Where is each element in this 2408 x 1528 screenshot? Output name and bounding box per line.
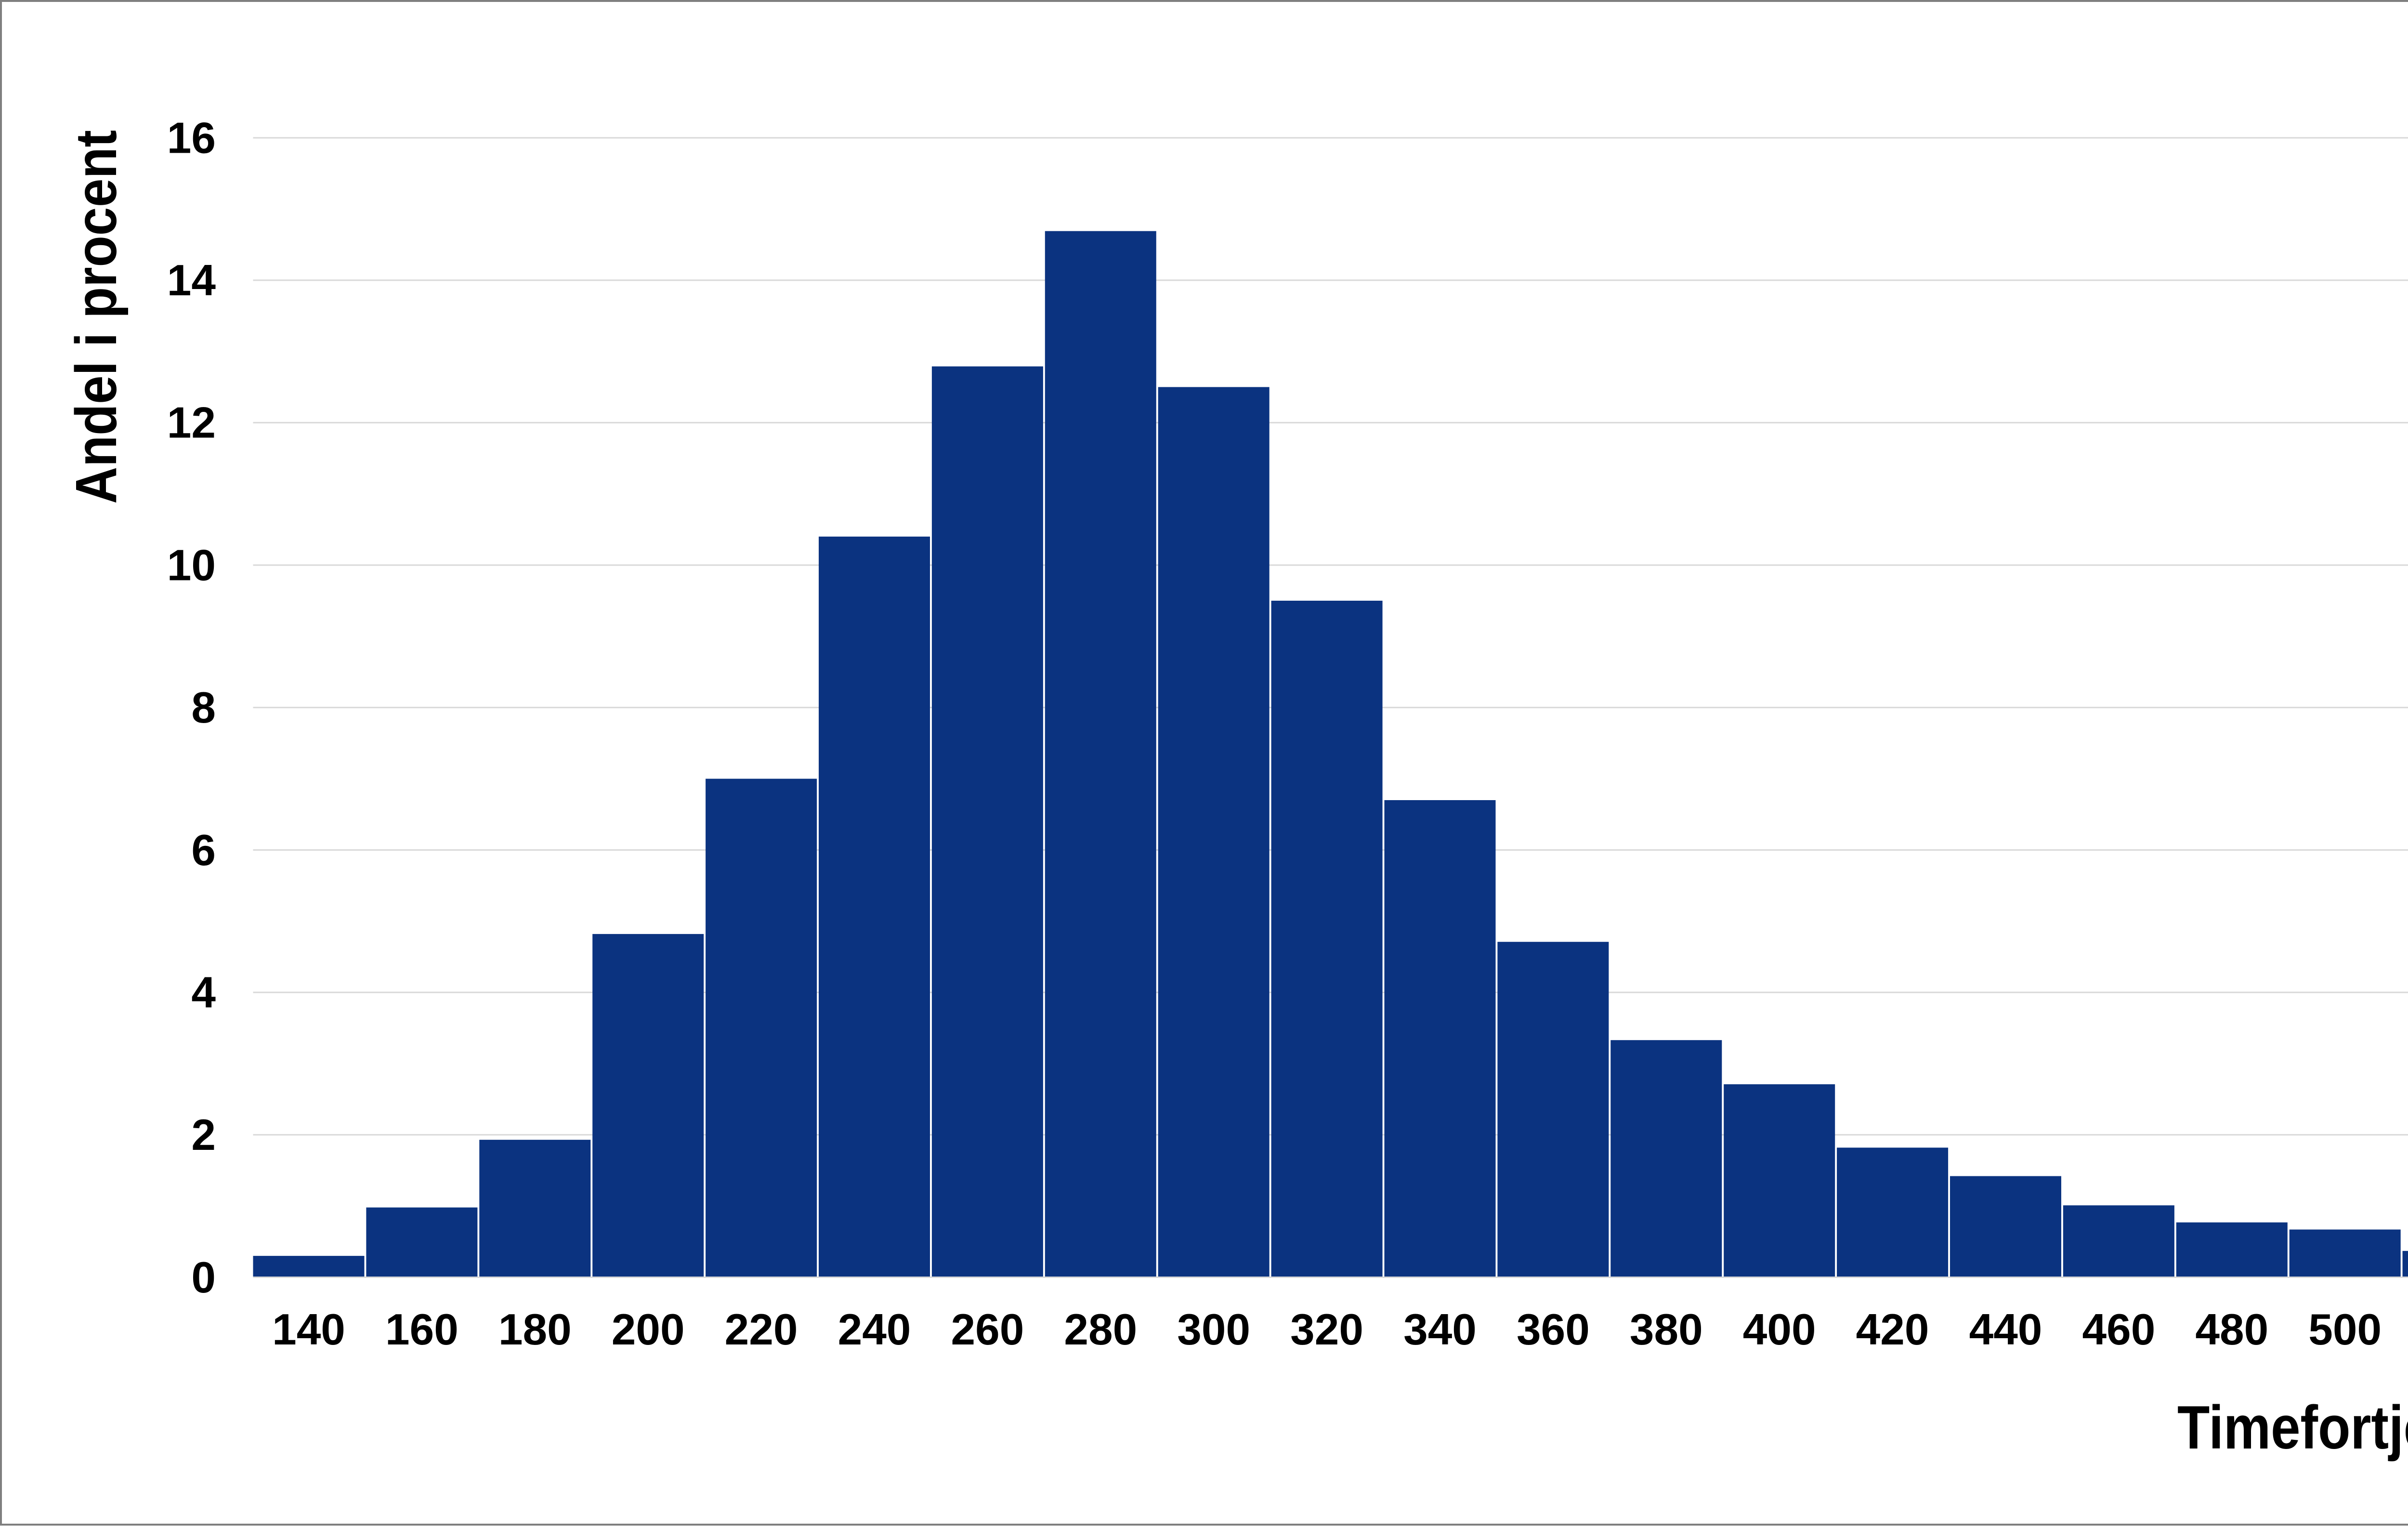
- svg-text:2: 2: [191, 1111, 216, 1159]
- svg-text:0: 0: [191, 1253, 216, 1302]
- svg-text:12: 12: [167, 399, 216, 448]
- svg-text:320: 320: [1290, 1305, 1363, 1354]
- svg-text:Timefortjeneste i danske krone: Timefortjeneste i danske kroner: [2177, 1393, 2408, 1462]
- svg-text:4: 4: [191, 968, 216, 1017]
- svg-text:16: 16: [167, 114, 216, 162]
- svg-text:200: 200: [612, 1305, 685, 1354]
- svg-text:180: 180: [498, 1305, 572, 1354]
- svg-text:440: 440: [1969, 1305, 2042, 1354]
- svg-text:420: 420: [1856, 1305, 1929, 1354]
- svg-text:280: 280: [1064, 1305, 1137, 1354]
- svg-text:360: 360: [1517, 1305, 1590, 1354]
- svg-text:380: 380: [1630, 1305, 1703, 1354]
- svg-text:260: 260: [951, 1305, 1024, 1354]
- svg-text:220: 220: [725, 1305, 798, 1354]
- svg-text:400: 400: [1743, 1305, 1816, 1354]
- svg-text:340: 340: [1403, 1305, 1477, 1354]
- svg-text:300: 300: [1177, 1305, 1250, 1354]
- svg-text:6: 6: [191, 826, 216, 875]
- svg-text:140: 140: [272, 1305, 345, 1354]
- svg-text:160: 160: [385, 1305, 458, 1354]
- svg-text:240: 240: [838, 1305, 911, 1354]
- svg-text:Andel i procent: Andel i procent: [63, 130, 129, 504]
- svg-text:460: 460: [2082, 1305, 2155, 1354]
- svg-text:480: 480: [2195, 1305, 2268, 1354]
- svg-text:10: 10: [167, 541, 216, 590]
- svg-text:500: 500: [2308, 1305, 2382, 1354]
- svg-text:8: 8: [191, 684, 216, 732]
- svg-text:14: 14: [167, 256, 216, 305]
